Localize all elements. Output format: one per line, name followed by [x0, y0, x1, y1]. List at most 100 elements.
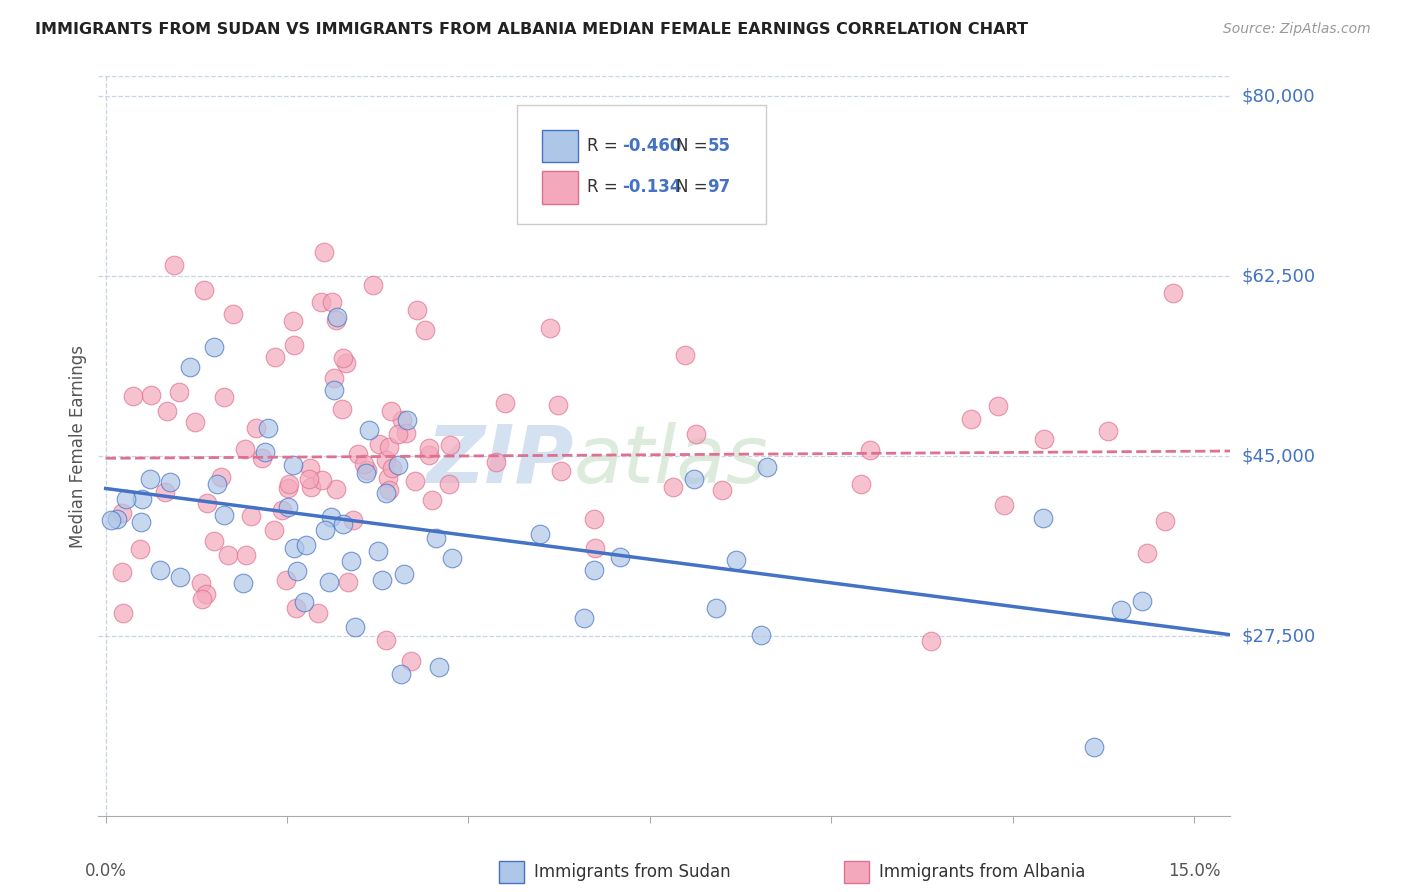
Point [378, 440, 401, 454]
Point [1154, 514, 1177, 528]
Point [1109, 602, 1132, 616]
Point [725, 552, 748, 566]
Point [583, 541, 606, 556]
Point [149, 563, 172, 577]
Text: N =: N = [676, 178, 713, 196]
Y-axis label: Median Female Earnings: Median Female Earnings [69, 344, 87, 548]
Point [283, 458, 305, 473]
Point [233, 442, 256, 456]
Point [404, 474, 426, 488]
Point [356, 463, 378, 477]
Point [336, 574, 359, 589]
Point [920, 634, 942, 648]
Point [440, 550, 463, 565]
Point [141, 388, 163, 402]
Point [195, 496, 218, 510]
Point [156, 404, 179, 418]
Point [374, 453, 396, 467]
Point [413, 322, 436, 336]
Point [212, 390, 235, 404]
Point [1097, 424, 1119, 438]
Point [184, 415, 207, 429]
Text: atlas: atlas [574, 422, 769, 500]
Point [128, 541, 150, 556]
Point [662, 480, 685, 494]
Text: N =: N = [676, 137, 713, 155]
Point [583, 563, 606, 577]
Point [311, 473, 333, 487]
Point [346, 447, 368, 461]
Point [314, 524, 336, 538]
Text: 97: 97 [707, 178, 731, 196]
Point [325, 483, 347, 497]
Point [139, 472, 162, 486]
Text: $62,500: $62,500 [1241, 268, 1316, 285]
Point [391, 413, 413, 427]
Point [987, 399, 1010, 413]
Point [354, 466, 377, 480]
Point [285, 564, 308, 578]
Point [111, 566, 134, 580]
Point [159, 475, 181, 490]
Point [323, 371, 346, 385]
Point [284, 600, 307, 615]
Text: ZIP: ZIP [426, 422, 574, 500]
Point [162, 258, 184, 272]
FancyBboxPatch shape [517, 105, 766, 224]
Point [367, 543, 389, 558]
Point [250, 451, 273, 466]
Point [100, 513, 122, 527]
Point [538, 320, 561, 334]
Point [381, 461, 404, 475]
Text: -0.134: -0.134 [623, 178, 682, 196]
Point [427, 659, 450, 673]
Point [710, 483, 733, 497]
Point [194, 587, 217, 601]
Point [283, 338, 305, 352]
Point [399, 654, 422, 668]
Point [609, 549, 631, 564]
Point [115, 492, 138, 507]
Point [377, 470, 399, 484]
Text: R =: R = [588, 137, 623, 155]
Point [550, 464, 572, 478]
Point [335, 356, 357, 370]
Point [332, 516, 354, 531]
Point [207, 477, 229, 491]
Point [298, 461, 321, 475]
FancyBboxPatch shape [543, 171, 578, 203]
FancyBboxPatch shape [543, 129, 578, 162]
Point [212, 508, 235, 522]
Point [357, 423, 380, 437]
Point [202, 340, 225, 354]
Text: R =: R = [588, 178, 623, 196]
Point [202, 534, 225, 549]
Point [1161, 285, 1184, 300]
Point [131, 491, 153, 506]
Text: 15.0%: 15.0% [1168, 863, 1220, 880]
Point [257, 421, 280, 435]
Point [1136, 546, 1159, 560]
Point [169, 570, 191, 584]
Point [380, 404, 402, 418]
Point [993, 498, 1015, 512]
Point [1033, 432, 1056, 446]
Point [235, 549, 257, 563]
Point [155, 484, 177, 499]
Point [395, 413, 418, 427]
Point [673, 348, 696, 362]
Point [298, 472, 321, 486]
Point [389, 667, 412, 681]
Point [314, 245, 336, 260]
Point [321, 294, 343, 309]
Point [340, 554, 363, 568]
Text: 0.0%: 0.0% [84, 863, 127, 880]
Point [122, 389, 145, 403]
Point [264, 350, 287, 364]
Point [245, 421, 267, 435]
Point [494, 396, 516, 410]
Text: Source: ZipAtlas.com: Source: ZipAtlas.com [1223, 22, 1371, 37]
Text: $80,000: $80,000 [1241, 87, 1315, 105]
Point [318, 574, 340, 589]
Point [756, 460, 779, 475]
